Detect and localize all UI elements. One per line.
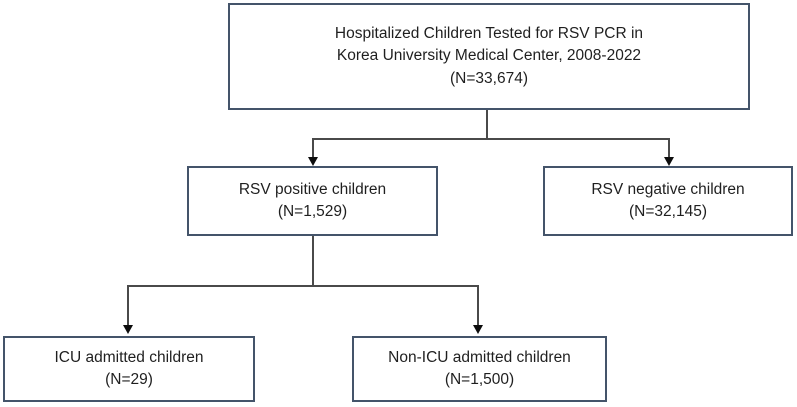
arrow-down-icon [664, 157, 674, 166]
connector-positive-stem [312, 236, 314, 286]
root-label-line2: Korea University Medical Center, 2008-20… [336, 47, 642, 65]
connector-to-positive-drop [312, 138, 314, 158]
arrow-down-icon [473, 325, 483, 334]
connector-to-nonicu-drop [477, 285, 479, 326]
root-count: (N=33,674) [450, 69, 528, 87]
flow-node-rsv-positive: RSV positive children (N=1,529) [187, 166, 438, 236]
arrow-down-icon [308, 157, 318, 166]
connector-positive-crossbar [127, 285, 478, 287]
non-icu-count: (N=1,500) [444, 371, 515, 388]
non-icu-label: Non-ICU admitted children [388, 348, 571, 366]
rsv-negative-count: (N=32,145) [629, 203, 707, 220]
root-label-line1: Hospitalized Children Tested for RSV PCR… [334, 24, 644, 42]
flow-node-icu: ICU admitted children (N=29) [3, 336, 255, 402]
connector-root-stem [486, 110, 488, 139]
icu-count: (N=29) [105, 371, 153, 388]
connector-to-negative-drop [668, 138, 670, 158]
flow-node-non-icu: Non-ICU admitted children (N=1,500) [352, 336, 607, 402]
connector-root-crossbar [312, 138, 668, 140]
icu-label: ICU admitted children [54, 348, 204, 366]
flow-node-root: Hospitalized Children Tested for RSV PCR… [228, 3, 750, 110]
rsv-positive-count: (N=1,529) [277, 203, 348, 220]
arrow-down-icon [123, 325, 133, 334]
rsv-negative-label: RSV negative children [591, 180, 745, 198]
connector-to-icu-drop [127, 285, 129, 326]
rsv-positive-label: RSV positive children [238, 180, 387, 198]
flow-node-rsv-negative: RSV negative children (N=32,145) [543, 166, 793, 236]
